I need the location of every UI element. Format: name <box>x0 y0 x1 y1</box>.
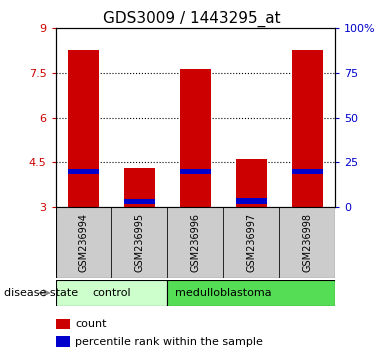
FancyBboxPatch shape <box>111 207 167 278</box>
Text: GSM236997: GSM236997 <box>246 213 256 272</box>
Bar <box>56 336 70 347</box>
Text: GDS3009 / 1443295_at: GDS3009 / 1443295_at <box>103 11 280 27</box>
Bar <box>236 198 267 204</box>
Bar <box>56 319 70 329</box>
FancyBboxPatch shape <box>56 207 111 278</box>
Bar <box>124 199 155 204</box>
Bar <box>124 169 155 207</box>
Bar <box>180 69 211 207</box>
Text: count: count <box>75 319 106 329</box>
Text: GSM236996: GSM236996 <box>190 213 200 272</box>
Bar <box>292 50 322 207</box>
FancyBboxPatch shape <box>167 280 335 306</box>
Text: GSM236998: GSM236998 <box>302 213 312 272</box>
Text: control: control <box>92 288 131 298</box>
FancyBboxPatch shape <box>167 207 223 278</box>
Bar <box>180 169 211 174</box>
Text: medulloblastoma: medulloblastoma <box>175 288 272 298</box>
Text: percentile rank within the sample: percentile rank within the sample <box>75 337 263 347</box>
Text: GSM236995: GSM236995 <box>134 213 144 272</box>
Text: GSM236994: GSM236994 <box>79 213 88 272</box>
Bar <box>292 169 322 174</box>
Bar <box>236 159 267 207</box>
FancyBboxPatch shape <box>223 207 279 278</box>
Text: disease state: disease state <box>4 288 78 298</box>
Bar <box>68 169 99 174</box>
FancyBboxPatch shape <box>56 280 167 306</box>
FancyBboxPatch shape <box>279 207 335 278</box>
Bar <box>68 50 99 207</box>
